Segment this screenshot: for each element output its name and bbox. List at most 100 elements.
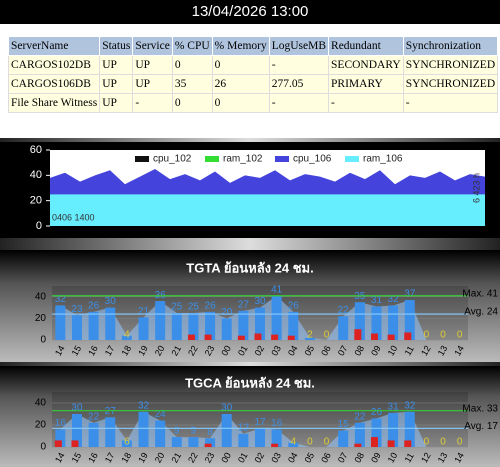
secondary-bar — [254, 333, 262, 340]
cell: File Share Witness — [7, 93, 101, 113]
x-tick-label: 01 — [236, 451, 250, 465]
row: File Share Witness UP -0 0- - - — [7, 93, 499, 113]
cell: 26 — [211, 74, 270, 94]
bar — [188, 313, 199, 340]
x-tick-label: 10 — [386, 344, 400, 358]
x-tick-label: 14 — [452, 451, 466, 465]
value-label: 8 — [207, 427, 213, 438]
legend-swatch — [205, 156, 219, 162]
x-tick-label: 12 — [419, 344, 433, 358]
cell: 0 — [171, 55, 213, 75]
bar — [205, 438, 216, 447]
x-tick-label: 08 — [352, 451, 366, 465]
legend-swatch — [135, 156, 149, 162]
chart-title: TGCA ย้อนหลัง 24 ชม. — [185, 375, 315, 390]
x-tick-label: 02 — [253, 451, 267, 465]
value-label: 0 — [457, 330, 463, 341]
y-tick-label: 20 — [30, 195, 42, 207]
cell: - — [268, 55, 330, 75]
secondary-bar — [354, 329, 362, 340]
x-tick-label: 21 — [169, 451, 183, 465]
x-tick-label: 15 — [70, 344, 84, 358]
column-header: LogUseMB — [268, 36, 330, 56]
secondary-bar — [387, 334, 395, 340]
secondary-bar — [370, 333, 378, 340]
x-tick-label: 20 — [153, 344, 167, 358]
value-label: 4 — [290, 437, 296, 448]
value-label: 31 — [371, 295, 383, 306]
bar — [71, 414, 82, 447]
bar — [55, 429, 66, 447]
secondary-bar — [404, 332, 412, 340]
cell: PRIMARY — [328, 74, 404, 94]
bar — [188, 437, 199, 447]
x-tick-label: 00 — [219, 344, 233, 358]
y-tick-label: 0 — [40, 442, 46, 453]
bar — [155, 301, 166, 340]
value-label: 0 — [324, 330, 330, 341]
legend-label: ram_102 — [223, 154, 263, 165]
value-label: 24 — [155, 409, 167, 420]
x-tick-label: 03 — [269, 451, 283, 465]
bar — [338, 430, 349, 447]
bar — [121, 440, 132, 447]
column-header: ServerName — [7, 36, 101, 56]
reference-label: Max. 33 — [462, 403, 498, 414]
bar — [354, 422, 365, 447]
cell: UP — [99, 74, 134, 94]
x-tick-label: 05 — [303, 344, 317, 358]
bar — [354, 302, 365, 340]
bar — [155, 420, 166, 447]
x-tick-label: 04 — [286, 344, 300, 358]
value-label: 35 — [354, 291, 366, 302]
bar — [88, 311, 99, 340]
bar — [271, 295, 282, 340]
value-label: 21 — [138, 306, 150, 317]
value-label: 9 — [174, 426, 180, 437]
bar — [105, 417, 116, 447]
x-tick-label: 14 — [452, 344, 466, 358]
panel — [0, 366, 500, 467]
cell: UP — [132, 74, 173, 94]
header-row: ServerName Status Service% CPU% Memory LogU… — [7, 36, 499, 56]
value-label: 16 — [55, 418, 67, 429]
cell: - — [132, 93, 173, 113]
y-tick-label: 0 — [40, 335, 46, 346]
cell: 0 — [211, 55, 270, 75]
annotation: 0406 1400 — [52, 212, 95, 222]
reference-label: Avg. 17 — [464, 421, 498, 432]
bar — [171, 313, 182, 340]
y-tick-label: 20 — [35, 420, 47, 431]
x-tick-label: 16 — [86, 451, 100, 465]
bar — [371, 306, 382, 340]
secondary-bar — [287, 335, 295, 340]
value-label: 15 — [338, 419, 350, 430]
value-label: 2 — [307, 330, 313, 341]
legend-label: cpu_106 — [293, 154, 332, 165]
bar — [388, 412, 399, 447]
bar — [371, 418, 382, 447]
bar — [71, 315, 82, 340]
x-tick-label: 14 — [53, 451, 67, 465]
cell: CARGOS102DB — [7, 55, 101, 75]
x-tick-label: 21 — [169, 344, 183, 358]
cell: - — [268, 93, 330, 113]
secondary-bar — [71, 440, 79, 447]
y-tick-label: 0 — [36, 220, 42, 232]
x-tick-label: 10 — [386, 451, 400, 465]
cell: SYNCHRONIZED — [402, 74, 499, 94]
bar — [288, 311, 299, 340]
secondary-bar — [187, 334, 195, 340]
reference-label: Avg. 24 — [464, 307, 498, 318]
secondary-bar — [404, 440, 412, 447]
cell: 0 — [171, 93, 213, 113]
cell: 0 — [211, 93, 270, 113]
x-tick-label: 11 — [403, 344, 416, 357]
x-tick-label: 05 — [303, 451, 317, 465]
value-label: 32 — [138, 400, 150, 411]
value-label: 32 — [55, 294, 67, 305]
value-label: 26 — [288, 301, 300, 312]
x-tick-label: 18 — [120, 451, 134, 465]
